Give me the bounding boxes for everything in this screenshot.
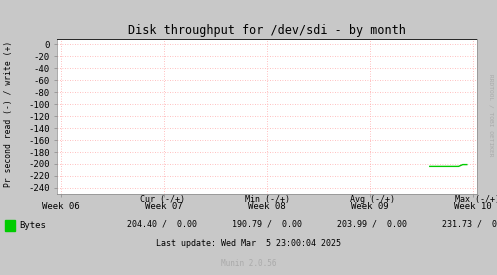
Text: 204.40 /  0.00: 204.40 / 0.00 bbox=[127, 220, 197, 229]
Text: Bytes: Bytes bbox=[19, 221, 46, 230]
Text: Max (-/+): Max (-/+) bbox=[455, 195, 497, 204]
Text: Last update: Wed Mar  5 23:00:04 2025: Last update: Wed Mar 5 23:00:04 2025 bbox=[156, 239, 341, 248]
Text: RRDTOOL / TOBI OETIKER: RRDTOOL / TOBI OETIKER bbox=[489, 74, 494, 157]
Text: Cur (-/+): Cur (-/+) bbox=[140, 195, 185, 204]
Text: 231.73 /  0.00: 231.73 / 0.00 bbox=[442, 220, 497, 229]
Title: Disk throughput for /dev/sdi - by month: Disk throughput for /dev/sdi - by month bbox=[128, 24, 406, 37]
Text: 190.79 /  0.00: 190.79 / 0.00 bbox=[232, 220, 302, 229]
Text: 203.99 /  0.00: 203.99 / 0.00 bbox=[337, 220, 407, 229]
Text: Min (-/+): Min (-/+) bbox=[245, 195, 290, 204]
Text: Pr second read (-) / write (+): Pr second read (-) / write (+) bbox=[4, 41, 13, 187]
Text: Avg (-/+): Avg (-/+) bbox=[349, 195, 395, 204]
Text: Munin 2.0.56: Munin 2.0.56 bbox=[221, 260, 276, 268]
